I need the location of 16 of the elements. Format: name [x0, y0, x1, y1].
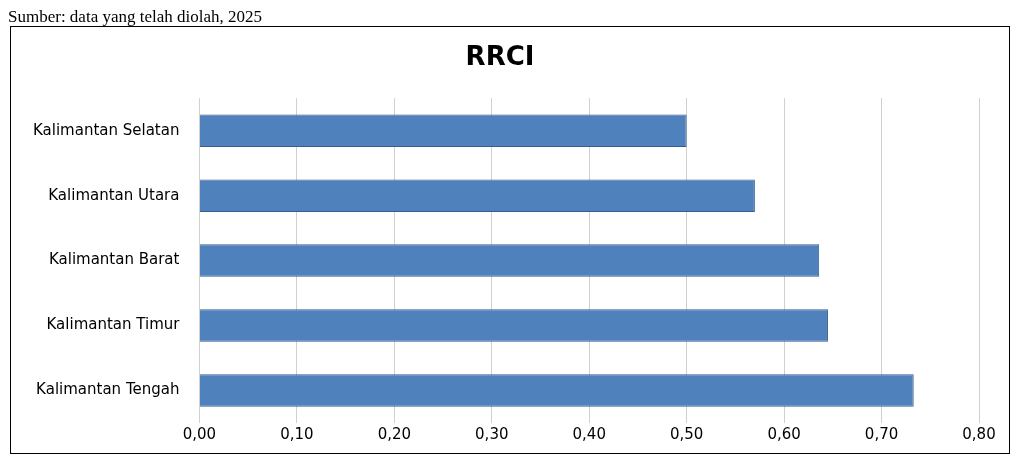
x-tick-label: 0,30 — [475, 424, 509, 443]
x-tick-label: 0,10 — [280, 424, 314, 443]
y-tick-label: Kalimantan Utara — [48, 185, 180, 204]
text: Sumber: data yang telah diolah, 2025 — [8, 7, 263, 26]
x-tick-label: 0,80 — [962, 424, 996, 443]
chart-title: RRCI — [465, 41, 535, 72]
x-tick-label: 0,50 — [669, 424, 704, 443]
x-tick-label: 0,60 — [767, 424, 801, 443]
x-tick-label: 0,40 — [572, 424, 606, 443]
y-tick-label: Kalimantan Timur — [46, 315, 181, 334]
y-tick-label: Kalimantan Tengah — [36, 380, 180, 399]
y-tick-label: Kalimantan Barat — [48, 250, 180, 269]
y-tick-label: Kalimantan Selatan — [32, 120, 180, 139]
x-tick-label: 0,00 — [182, 424, 217, 443]
x-tick-label: 0,70 — [864, 424, 899, 443]
x-tick-label: 0,20 — [377, 424, 412, 443]
